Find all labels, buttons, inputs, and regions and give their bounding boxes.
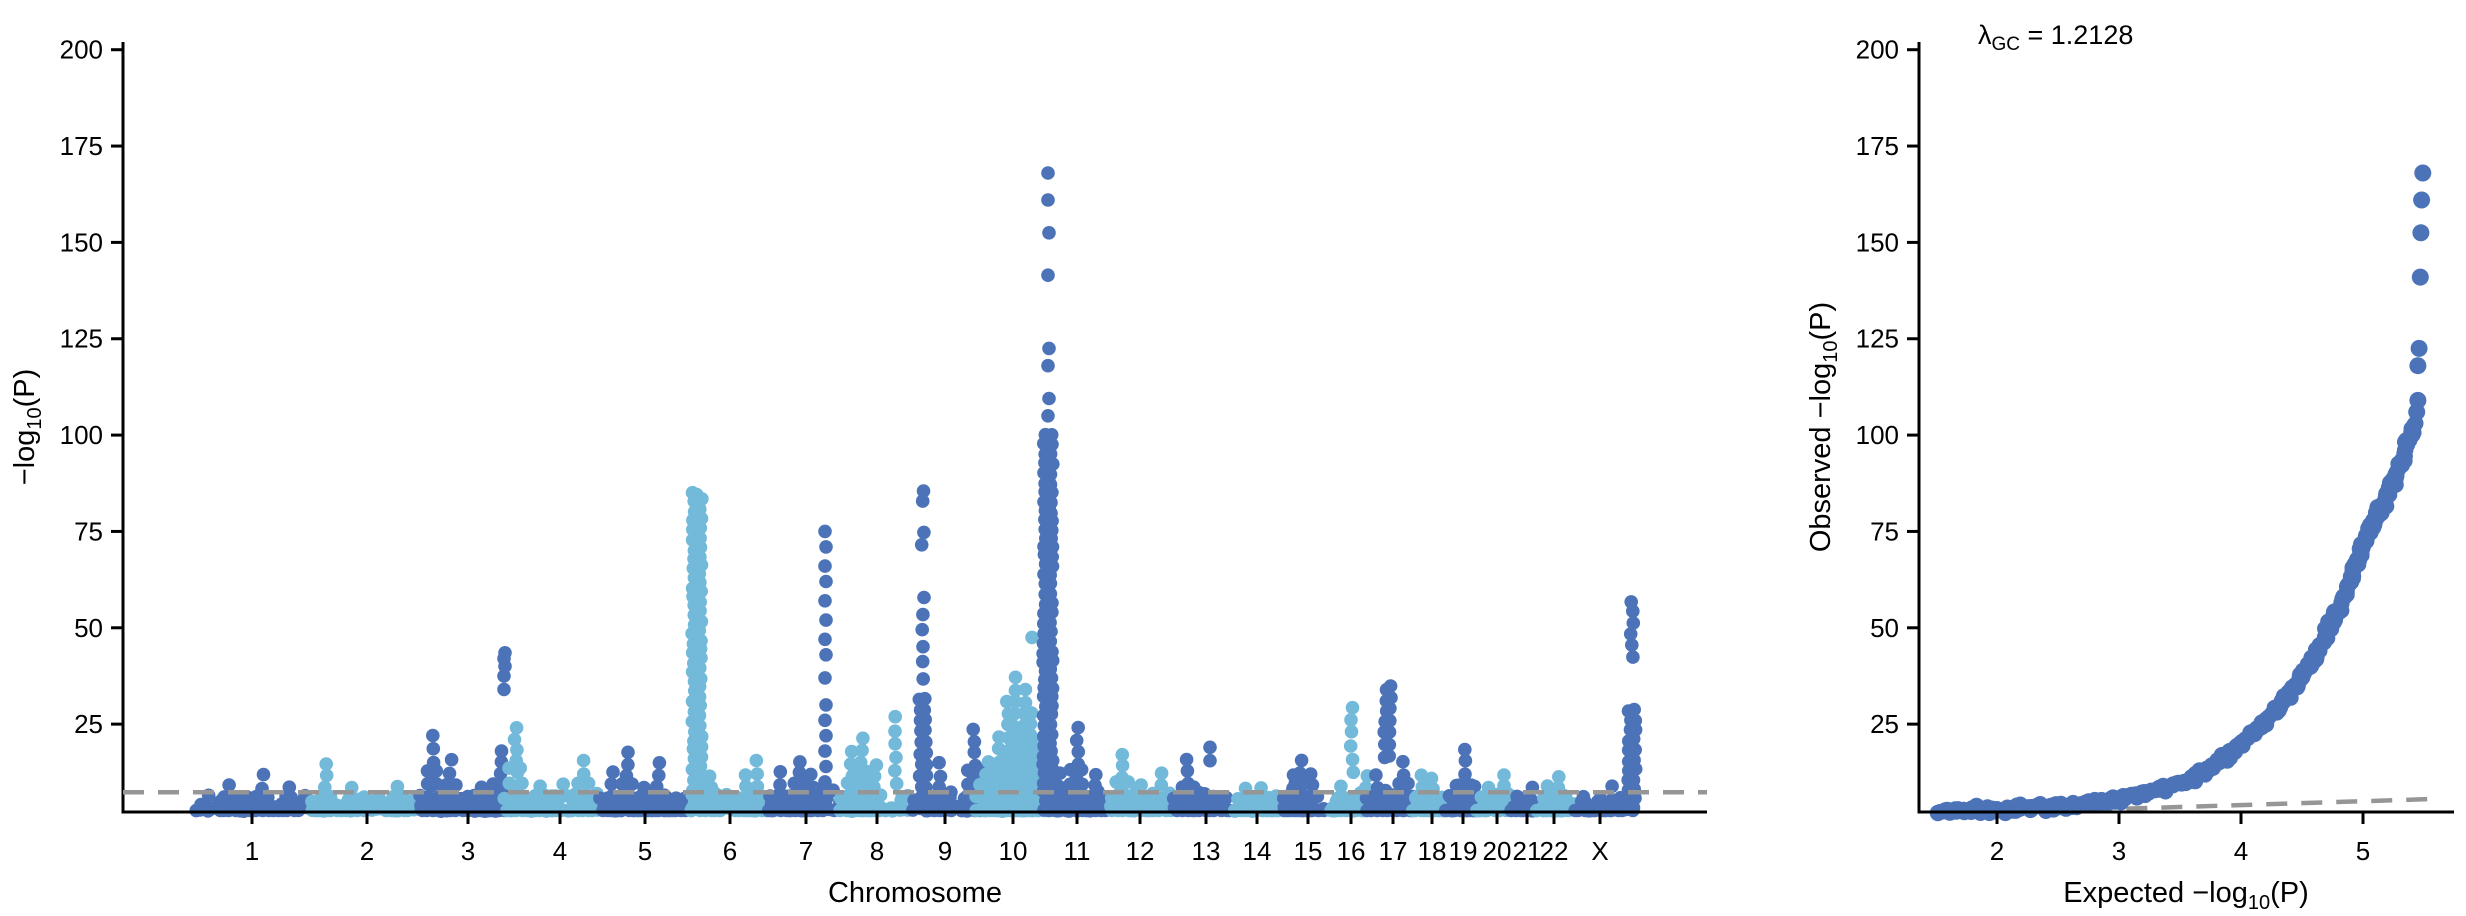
chr-13-points <box>1166 740 1237 818</box>
y-tick-label: 200 <box>1856 35 1899 65</box>
x-tick-label-chr-16: 16 <box>1337 836 1366 866</box>
manhattan-spines <box>121 42 1707 814</box>
y-tick-label: 125 <box>60 324 103 354</box>
chr-2-points <box>305 757 422 818</box>
y-tick-label: 150 <box>1856 227 1899 257</box>
y-tick-label: 75 <box>74 516 103 546</box>
x-tick-label-chr-13: 13 <box>1192 836 1221 866</box>
y-tick-label: 50 <box>74 613 103 643</box>
qq-y-axis-label: Observed −log10(P) <box>1805 302 1842 552</box>
x-tick-label-chr-12: 12 <box>1126 836 1155 866</box>
x-tick-label-chr-4: 4 <box>553 836 567 866</box>
chr-11-points <box>1036 166 1114 818</box>
x-tick-label-chr-22: 22 <box>1540 836 1569 866</box>
x-tick-label: 5 <box>2356 836 2370 866</box>
x-tick-label: 4 <box>2234 836 2248 866</box>
qq-axes: 25 50 75 100 125 150 175 200 2 3 4 5 <box>1856 35 2454 866</box>
x-tick-label-chr-17: 17 <box>1379 836 1408 866</box>
x-tick-label-chr-X: X <box>1591 836 1608 866</box>
x-tick-label-chr-15: 15 <box>1294 836 1323 866</box>
y-tick-label: 25 <box>74 709 103 739</box>
chr-6-points <box>684 485 774 818</box>
x-tick-label-chr-10: 10 <box>999 836 1028 866</box>
x-tick-label-chr-18: 18 <box>1418 836 1447 866</box>
chr-5-points <box>593 745 693 818</box>
y-tick-label: 100 <box>60 420 103 450</box>
qq-plot: 25 50 75 100 125 150 175 200 2 3 4 5 λGC = 1.2128 E… <box>1805 20 2454 914</box>
chr-X-points <box>1568 595 1643 818</box>
y-tick-label: 175 <box>1856 131 1899 161</box>
qq-points <box>1929 164 2432 822</box>
chr-8-points <box>833 709 915 818</box>
x-tick-label-chr-5: 5 <box>638 836 652 866</box>
manhattan-x-axis-label: Chromosome <box>828 877 1002 909</box>
chr-7-points <box>761 524 847 818</box>
y-tick-label: 200 <box>60 35 103 65</box>
x-tick-label-chr-1: 1 <box>245 836 259 866</box>
x-tick-label-chr-9: 9 <box>938 836 952 866</box>
y-tick-label: 125 <box>1856 324 1899 354</box>
x-tick-label-chr-3: 3 <box>461 836 475 866</box>
x-tick-label-chr-21: 21 <box>1513 836 1542 866</box>
y-tick-label: 150 <box>60 227 103 257</box>
x-tick-label-chr-7: 7 <box>799 836 813 866</box>
chr-12-points <box>1104 747 1178 818</box>
manhattan-y-axis-label: −log10(P) <box>9 369 46 486</box>
qq-curve-points <box>1929 415 2424 822</box>
chr-15-points <box>1277 753 1331 818</box>
x-tick-label-chr-11: 11 <box>1064 836 1091 866</box>
y-tick-label: 175 <box>60 131 103 161</box>
x-tick-label-chr-20: 20 <box>1483 836 1512 866</box>
lambda-gc-annotation: λGC = 1.2128 <box>1978 20 2133 55</box>
y-tick-label: 25 <box>1870 709 1899 739</box>
x-tick-label-chr-8: 8 <box>870 836 884 866</box>
chr-9-points <box>906 484 993 818</box>
qq-outlier-points <box>2408 164 2432 421</box>
qq-spines <box>1917 42 2454 814</box>
chr-17-points <box>1359 679 1420 818</box>
x-tick-label: 3 <box>2112 836 2126 866</box>
x-tick-label-chr-19: 19 <box>1449 836 1478 866</box>
chr-4-points <box>497 721 605 818</box>
x-tick-label: 2 <box>1990 836 2004 866</box>
y-tick-label: 50 <box>1870 613 1899 643</box>
x-tick-label-chr-14: 14 <box>1243 836 1272 866</box>
y-tick-label: 100 <box>1856 420 1899 450</box>
x-tick-label-chr-2: 2 <box>360 836 374 866</box>
y-tick-label: 75 <box>1870 516 1899 546</box>
x-tick-label-chr-6: 6 <box>723 836 737 866</box>
manhattan-points <box>189 166 1643 818</box>
qq-x-axis-label: Expected −log10(P) <box>2063 877 2309 914</box>
